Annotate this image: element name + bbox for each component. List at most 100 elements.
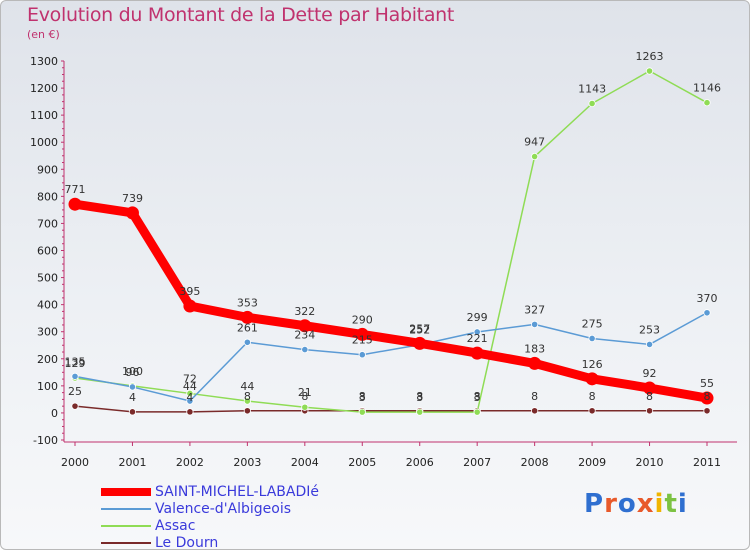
- data-label: 8: [301, 390, 308, 403]
- data-point: [703, 99, 711, 107]
- data-label: 947: [524, 136, 545, 149]
- data-point: [128, 383, 137, 391]
- x-tick-label: 2001: [118, 456, 146, 469]
- data-label: 126: [582, 358, 603, 371]
- x-tick-label: 2006: [406, 456, 434, 469]
- data-label: 3: [474, 391, 481, 404]
- data-label: 8: [474, 390, 481, 403]
- data-point: [585, 372, 599, 386]
- data-label: 1263: [636, 50, 664, 63]
- data-point: [71, 372, 79, 380]
- data-point: [473, 408, 481, 416]
- x-tick-label: 2011: [693, 456, 721, 469]
- legend-label: Le Dourn: [155, 535, 219, 550]
- data-point: [473, 328, 481, 336]
- x-tick-label: 2003: [233, 456, 261, 469]
- data-label: 3: [416, 391, 423, 404]
- data-point: [416, 408, 424, 416]
- legend-swatch: [101, 488, 151, 496]
- data-label: 8: [589, 390, 596, 403]
- x-tick-label: 2009: [578, 456, 606, 469]
- logo-letter: o: [617, 489, 637, 519]
- x-tick-label: 2000: [61, 456, 89, 469]
- data-label: 8: [704, 390, 711, 403]
- y-tick-label: 800: [37, 190, 58, 203]
- data-label: 44: [183, 380, 197, 393]
- data-label: 135: [65, 355, 86, 368]
- legend-item-saint-michel: SAINT-MICHEL-LABADIé: [101, 484, 401, 501]
- y-tick-label: 1100: [30, 109, 58, 122]
- data-label: 100: [122, 365, 143, 378]
- data-label: 55: [700, 377, 714, 390]
- data-point: [531, 407, 539, 415]
- data-label: 290: [352, 313, 373, 326]
- data-point: [243, 407, 251, 415]
- y-tick-label: 500: [37, 272, 58, 285]
- data-label: 221: [467, 332, 488, 345]
- chart-subtitle: (en €): [27, 28, 60, 41]
- data-label: 8: [244, 390, 251, 403]
- data-label: 353: [237, 296, 258, 309]
- chart-legend: SAINT-MICHEL-LABADIé Valence-d'Albigeois…: [101, 484, 401, 550]
- y-tick-label: 900: [37, 163, 58, 176]
- data-point: [125, 206, 139, 220]
- data-label: 8: [359, 390, 366, 403]
- data-point: [531, 320, 539, 329]
- data-point: [531, 152, 539, 161]
- data-label: 395: [179, 285, 200, 298]
- data-point: [528, 356, 542, 370]
- y-tick-label: 1300: [30, 55, 58, 68]
- data-point: [643, 381, 657, 395]
- data-point: [243, 397, 251, 405]
- logo-letter: t: [664, 489, 678, 519]
- data-label: 327: [524, 303, 545, 316]
- data-label: 3: [359, 391, 366, 404]
- legend-item-le-dourn: Le Dourn: [101, 535, 401, 550]
- data-label: 322: [294, 305, 315, 318]
- data-point: [186, 408, 194, 416]
- data-label: 96: [125, 366, 139, 379]
- data-point: [703, 309, 711, 317]
- series-line: [74, 405, 708, 413]
- data-point: [700, 391, 714, 405]
- data-point: [243, 338, 251, 346]
- data-point: [71, 402, 79, 410]
- data-point: [240, 310, 254, 324]
- data-label: 370: [697, 292, 718, 305]
- data-label: 234: [294, 329, 315, 342]
- data-point: [703, 407, 711, 415]
- legend-label: Assac: [155, 518, 196, 534]
- data-label: 21: [298, 386, 312, 399]
- data-point: [645, 340, 654, 349]
- data-label: 252: [409, 324, 430, 337]
- data-point: [588, 407, 596, 415]
- legend-swatch: [101, 508, 151, 510]
- logo-letter: i: [654, 489, 665, 519]
- legend-label: SAINT-MICHEL-LABADIé: [155, 484, 320, 500]
- data-label: 275: [582, 317, 603, 330]
- data-label: 92: [643, 367, 657, 380]
- data-point: [298, 319, 312, 333]
- y-tick-label: 700: [37, 217, 58, 230]
- series-line: [70, 199, 712, 403]
- data-label: 253: [639, 323, 660, 336]
- data-label: 771: [65, 183, 86, 196]
- x-tick-label: 2005: [348, 456, 376, 469]
- legend-swatch: [101, 542, 151, 544]
- y-tick-label: 1000: [30, 136, 58, 149]
- data-label: 8: [531, 390, 538, 403]
- data-point: [645, 67, 654, 75]
- x-tick-label: 2007: [463, 456, 491, 469]
- series-line: [74, 312, 708, 402]
- data-label: 257: [409, 322, 430, 335]
- data-label: 8: [646, 390, 653, 403]
- chart-title: Evolution du Montant de la Dette par Hab…: [27, 4, 455, 26]
- legend-label: Valence-d'Albigeois: [155, 501, 292, 517]
- y-tick-label: 0: [51, 407, 58, 420]
- y-tick-label: 600: [37, 245, 58, 258]
- legend-item-assac: Assac: [101, 518, 401, 535]
- data-label: 44: [240, 380, 254, 393]
- data-point: [68, 197, 82, 211]
